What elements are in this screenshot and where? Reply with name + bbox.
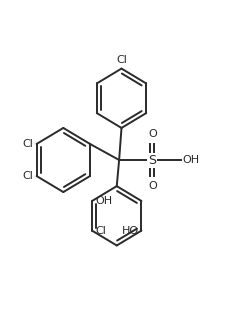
Text: HO: HO: [122, 226, 139, 236]
Text: Cl: Cl: [116, 55, 127, 65]
Text: OH: OH: [182, 155, 199, 165]
Text: O: O: [148, 181, 157, 191]
Text: O: O: [148, 129, 157, 139]
Text: Cl: Cl: [95, 226, 106, 236]
Text: OH: OH: [95, 196, 112, 206]
Text: S: S: [148, 154, 156, 166]
Text: Cl: Cl: [23, 171, 34, 181]
Text: Cl: Cl: [23, 139, 34, 149]
